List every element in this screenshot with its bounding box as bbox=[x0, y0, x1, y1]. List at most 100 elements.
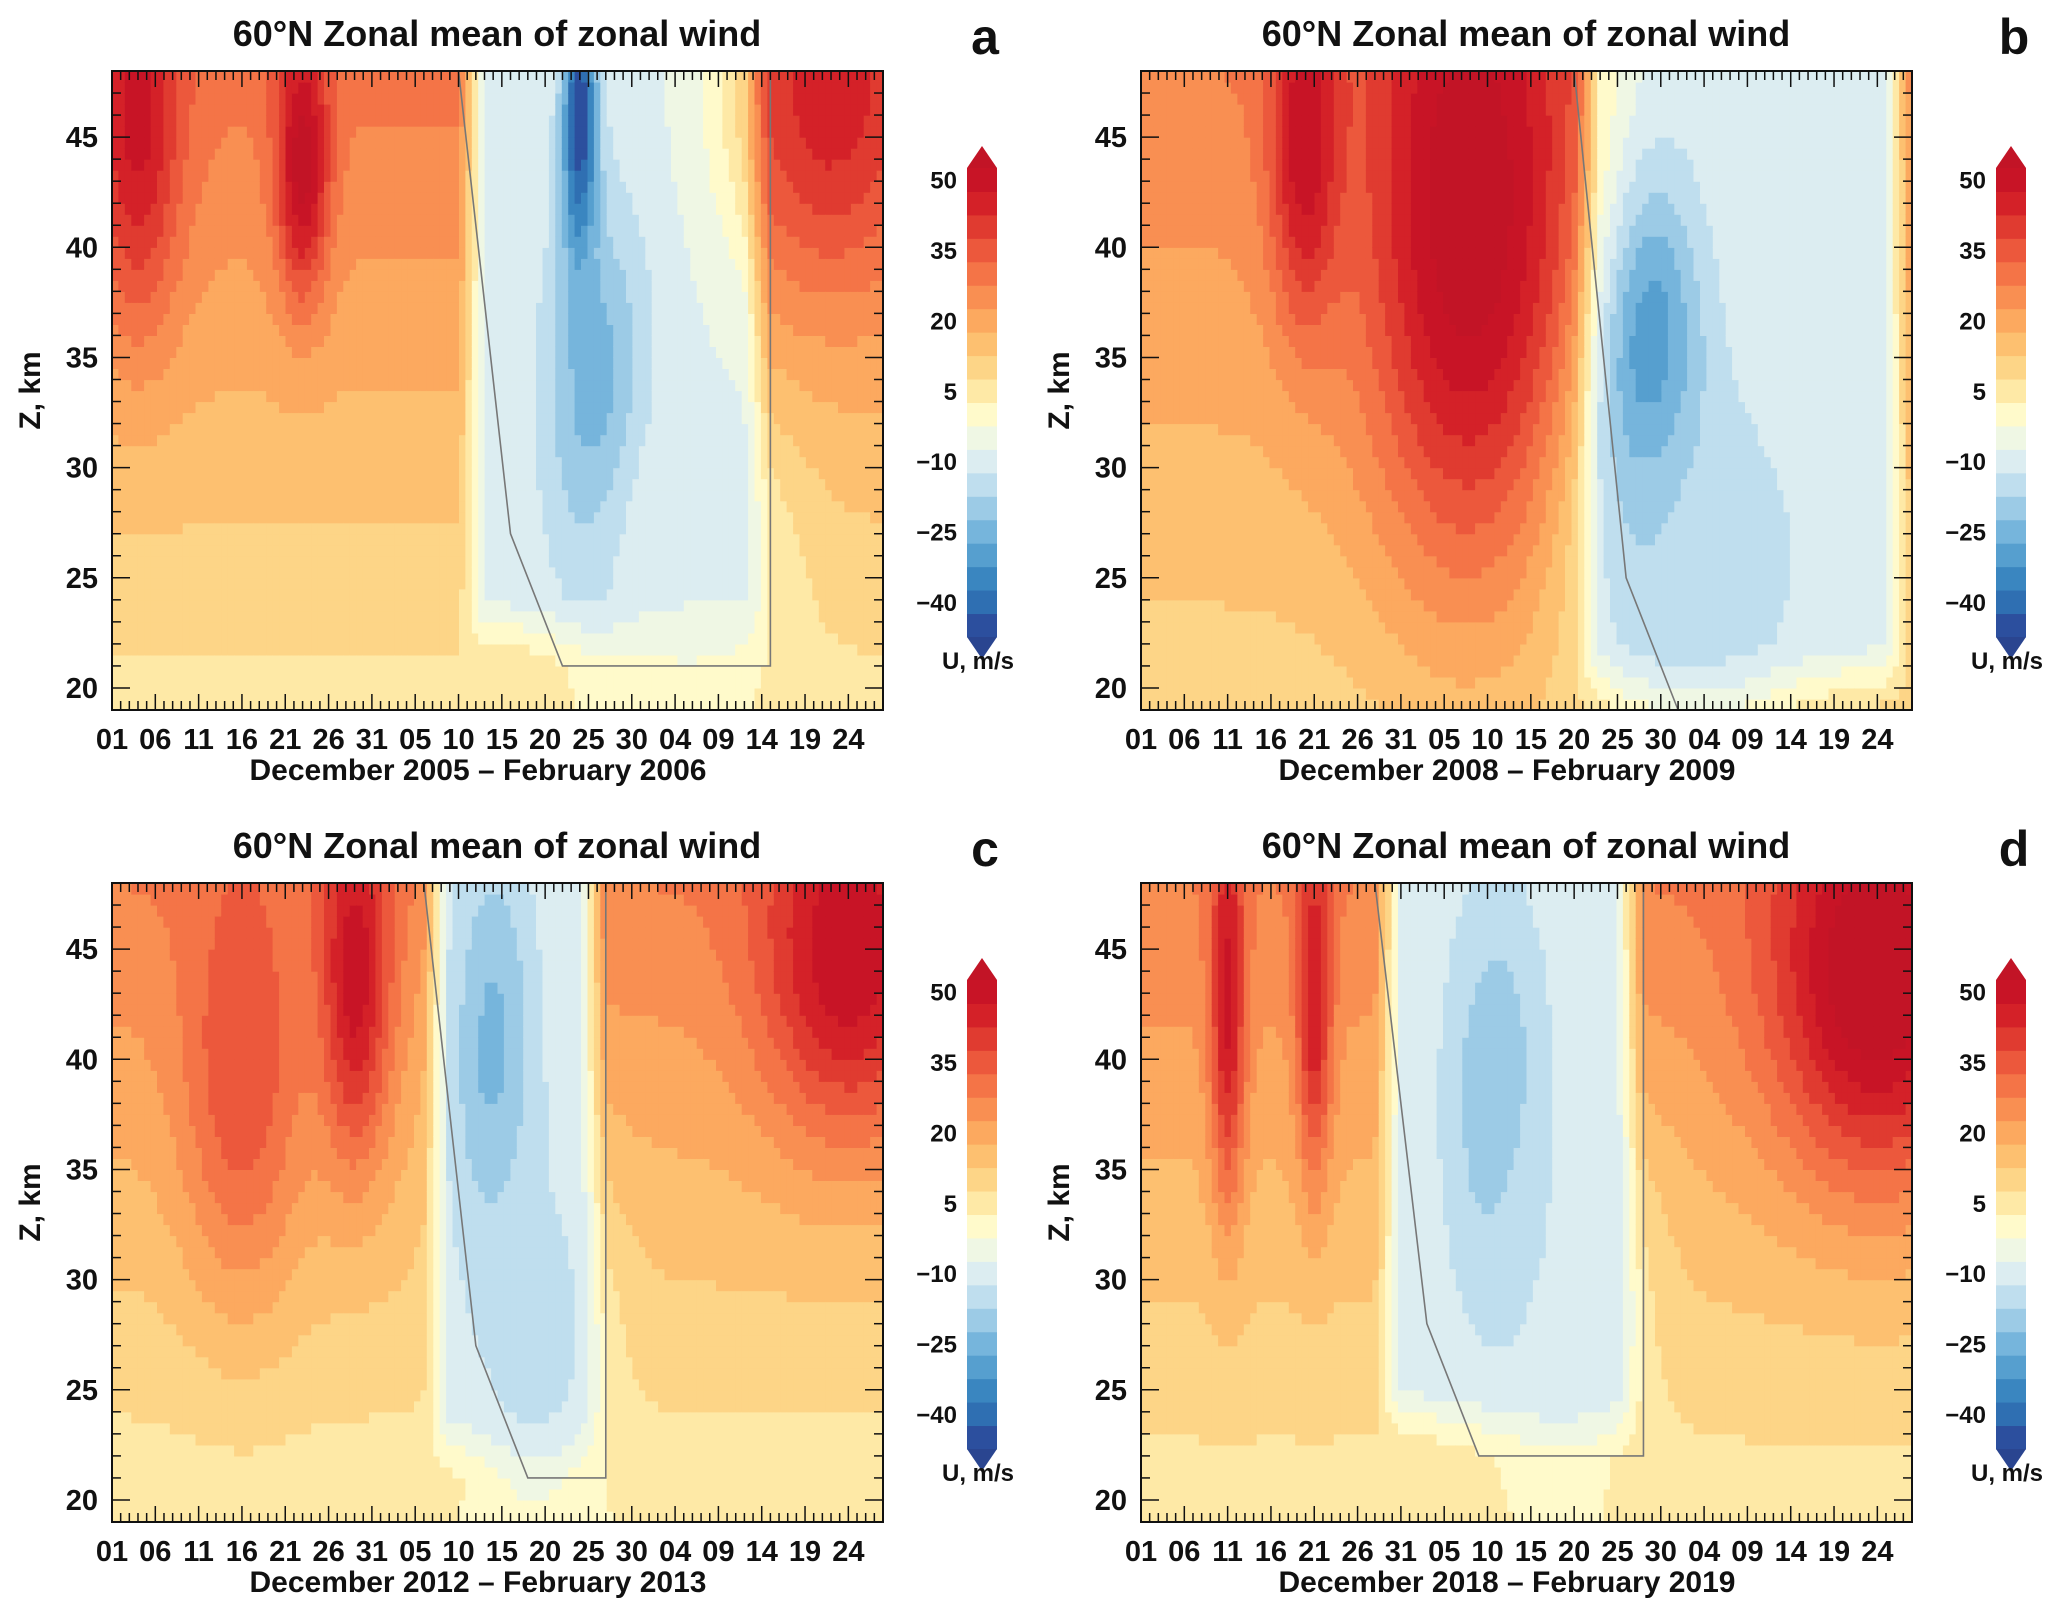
heatmap-cell bbox=[311, 82, 319, 94]
heatmap-cell bbox=[336, 699, 344, 711]
heatmap-cell bbox=[433, 599, 441, 612]
heatmap-cell bbox=[157, 280, 164, 292]
heatmap-cell bbox=[568, 368, 576, 381]
heatmap-cell bbox=[221, 643, 229, 656]
heatmap-cell bbox=[439, 313, 447, 325]
heatmap-cell bbox=[587, 522, 595, 535]
heatmap-cell bbox=[246, 302, 254, 314]
heatmap-cell bbox=[234, 71, 242, 83]
heatmap-cell bbox=[426, 236, 434, 248]
heatmap-cell bbox=[240, 456, 248, 469]
heatmap-cell bbox=[169, 412, 177, 425]
heatmap-cell bbox=[369, 126, 376, 138]
heatmap-cell bbox=[157, 632, 164, 645]
heatmap-cell bbox=[459, 688, 466, 700]
heatmap-cell bbox=[381, 566, 389, 579]
heatmap-cell bbox=[555, 423, 563, 436]
heatmap-cell bbox=[240, 71, 248, 83]
heatmap-cell bbox=[645, 258, 653, 270]
heatmap-cell bbox=[651, 236, 659, 248]
heatmap-cell bbox=[298, 632, 306, 645]
heatmap-cell bbox=[606, 688, 614, 700]
heatmap-cell bbox=[516, 699, 524, 711]
heatmap-cell bbox=[529, 137, 537, 149]
heatmap-cell bbox=[555, 500, 563, 513]
heatmap-cell bbox=[542, 291, 550, 303]
heatmap-cell bbox=[330, 456, 338, 469]
heatmap-cell bbox=[214, 522, 222, 535]
heatmap-cell bbox=[112, 126, 119, 138]
heatmap-cell bbox=[169, 423, 177, 436]
heatmap-cell bbox=[259, 621, 267, 634]
heatmap-cell bbox=[542, 159, 550, 171]
heatmap-cell bbox=[414, 357, 421, 369]
heatmap-cell bbox=[645, 688, 653, 700]
heatmap-cell bbox=[452, 533, 460, 546]
heatmap-cell bbox=[272, 654, 280, 667]
heatmap-cell bbox=[536, 688, 543, 700]
heatmap-cell bbox=[459, 533, 466, 546]
heatmap-cell bbox=[478, 379, 486, 392]
heatmap-cell bbox=[606, 467, 614, 480]
heatmap-cell bbox=[581, 71, 588, 83]
heatmap-cell bbox=[626, 390, 633, 403]
heatmap-cell bbox=[369, 555, 376, 568]
heatmap-cell bbox=[279, 214, 287, 226]
heatmap-cell bbox=[587, 699, 595, 711]
heatmap-cell bbox=[426, 335, 434, 347]
heatmap-cell bbox=[478, 225, 486, 237]
heatmap-cell bbox=[388, 467, 396, 480]
heatmap-cell bbox=[375, 643, 383, 656]
heatmap-cell bbox=[619, 610, 627, 623]
heatmap-cell bbox=[548, 357, 556, 369]
heatmap-cell bbox=[548, 621, 556, 634]
heatmap-cell bbox=[189, 137, 197, 149]
heatmap-cell bbox=[593, 368, 601, 381]
heatmap-cell bbox=[420, 346, 428, 358]
heatmap-cell bbox=[291, 555, 299, 568]
heatmap-cell bbox=[150, 148, 158, 160]
heatmap-cell bbox=[426, 280, 434, 292]
heatmap-cell bbox=[195, 346, 203, 358]
heatmap-cell bbox=[452, 181, 460, 193]
heatmap-cell bbox=[587, 313, 595, 325]
heatmap-cell bbox=[234, 126, 242, 138]
heatmap-cell bbox=[478, 665, 486, 678]
heatmap-cell bbox=[433, 181, 441, 193]
heatmap-cell bbox=[343, 203, 351, 215]
heatmap-cell bbox=[131, 533, 139, 546]
heatmap-cell bbox=[157, 335, 164, 347]
heatmap-cell bbox=[587, 93, 595, 105]
heatmap-cell bbox=[157, 93, 164, 105]
heatmap-cell bbox=[600, 181, 608, 193]
heatmap-cell bbox=[420, 489, 428, 502]
heatmap-cell bbox=[613, 390, 621, 403]
heatmap-cell bbox=[324, 357, 331, 369]
heatmap-cell bbox=[581, 599, 588, 612]
heatmap-cell bbox=[240, 500, 248, 513]
heatmap-cell bbox=[638, 688, 646, 700]
heatmap-cell bbox=[272, 533, 280, 546]
heatmap-cell bbox=[510, 104, 518, 116]
heatmap-cell bbox=[523, 192, 531, 204]
heatmap-cell bbox=[439, 500, 447, 513]
heatmap-cell bbox=[664, 665, 672, 678]
heatmap-cell bbox=[246, 533, 254, 546]
heatmap-cell bbox=[317, 588, 325, 601]
heatmap-cell bbox=[349, 390, 357, 403]
heatmap-cell bbox=[638, 566, 646, 579]
heatmap-cell bbox=[613, 544, 621, 557]
heatmap-cell bbox=[381, 368, 389, 381]
heatmap-cell bbox=[401, 434, 409, 447]
heatmap-cell bbox=[253, 643, 261, 656]
heatmap-cell bbox=[336, 269, 344, 281]
heatmap-cell bbox=[523, 478, 531, 491]
heatmap-cell bbox=[343, 247, 351, 259]
heatmap-cell bbox=[471, 489, 479, 502]
heatmap-cell bbox=[208, 368, 216, 381]
heatmap-cell bbox=[548, 269, 556, 281]
heatmap-cell bbox=[157, 82, 164, 94]
heatmap-cell bbox=[285, 280, 293, 292]
heatmap-cell bbox=[304, 324, 312, 336]
heatmap-cell bbox=[568, 544, 576, 557]
